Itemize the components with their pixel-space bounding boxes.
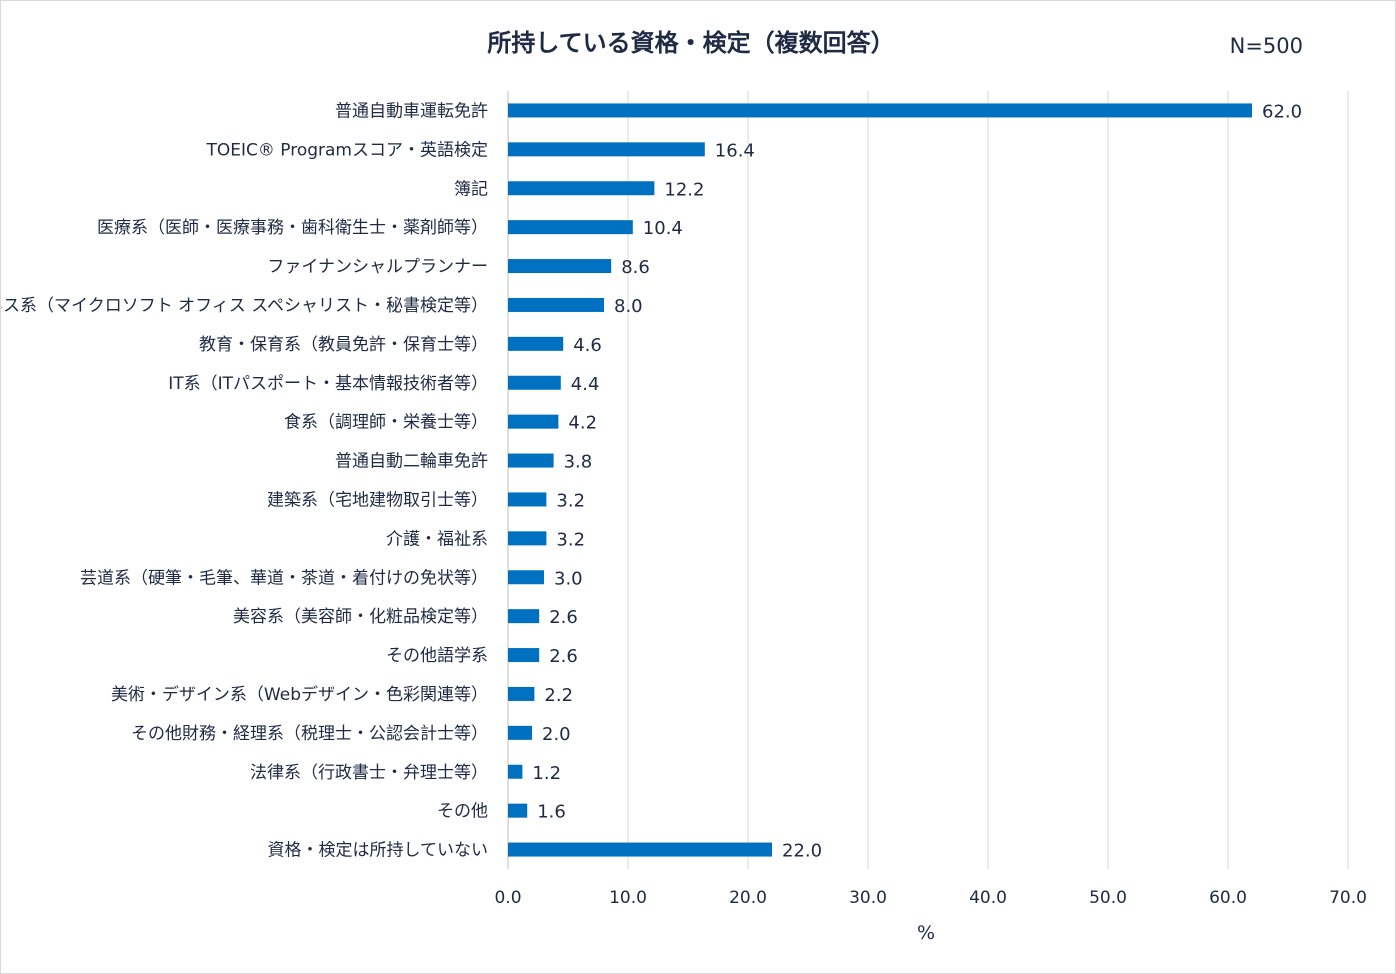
bar [508,297,604,312]
sample-size-note: N=500 [1230,34,1303,58]
category-label: 資格・検定は所持していない [268,841,489,861]
category-label: 美容系（美容師・化粧品検定等） [233,607,488,627]
x-tick-label: 60.0 [1209,888,1247,908]
x-axis-title: % [917,922,935,944]
value-label: 8.6 [621,257,650,278]
category-labels: 普通自動車運転免許 TOEIC® Programスコア・英語検定簿記医療系（医師・… [1,101,488,860]
value-label: 62.0 [1262,101,1302,122]
value-label: 4.2 [568,413,597,434]
x-tick-label: 20.0 [729,888,767,908]
category-label: 建築系（宅地建物取引士等） [267,490,488,510]
category-label: 教育・保育系（教員免許・保育士等） [199,335,488,355]
value-label: 4.6 [573,335,602,356]
category-label: IT系（ITパスポート・基本情報技術者等） [168,374,488,394]
category-label: 簿記 [454,179,488,199]
value-label: 2.0 [542,724,571,745]
category-label: 医療系（医師・医療事務・歯科衛生士・薬剤師等） [97,218,488,238]
value-label: 3.8 [564,452,593,473]
value-label: 4.4 [571,374,600,395]
x-tick-label: 70.0 [1329,888,1367,908]
bar [508,142,705,157]
bar [508,570,544,585]
bar [508,725,532,740]
value-label: 1.2 [532,763,561,784]
category-label: 普通自動二輪車免許 [335,452,488,472]
value-labels: 62.0 16.4 12.2 10.4 8.6 8.0 4.6 4.4 4.2 3.8 3.2 3.2… [532,101,1302,861]
value-label: 2.6 [549,646,578,667]
bar [508,103,1252,118]
value-label: 12.2 [664,179,704,200]
x-tick-label: 40.0 [969,888,1007,908]
chart-title: 所持している資格・検定（複数回答） [487,29,894,57]
x-tick-label: 10.0 [609,888,647,908]
value-label: 1.6 [537,802,566,823]
category-label: ビジネス系（マイクロソフト オフィス スペシャリスト・秘書検定等） [1,296,488,316]
category-label: 芸道系（硬筆・毛筆、華道・茶道・着付けの免状等） [80,568,488,588]
bar [508,181,655,196]
bar [508,803,528,818]
x-tick-label: 30.0 [849,888,887,908]
category-label: その他 [437,802,488,822]
value-label: 2.6 [549,607,578,628]
bar [508,453,554,468]
value-label: 22.0 [782,841,822,862]
bar [508,764,523,779]
category-label: 普通自動車運転免許 [335,101,488,121]
bar [508,492,547,507]
category-label: ファイナンシャルプランナー [267,257,488,277]
x-tick-label: 0.0 [494,888,521,908]
value-label: 16.4 [715,140,755,161]
x-tick-label: 50.0 [1089,888,1127,908]
bar [508,336,564,351]
bar [508,414,559,429]
value-label: 8.0 [614,296,643,317]
bar [508,259,612,274]
value-label: 10.4 [643,218,683,239]
category-label: 法律系（行政書士・弁理士等） [250,763,488,783]
x-tick-labels: 0.0 10.0 20.0 30.0 40.0 50.0 60.0 70.0 [494,888,1366,908]
bar [508,686,535,701]
value-label: 2.2 [544,685,573,706]
category-label: その他語学系 [386,646,488,666]
gridlines [507,91,1349,869]
bar [508,220,633,235]
bar [508,842,772,857]
value-label: 3.2 [556,490,585,511]
category-label: その他財務・経理系（税理士・公認会計士等） [131,724,488,744]
category-label: 介護・福祉系 [386,529,488,549]
bar [508,609,540,624]
category-label: TOEIC® Programスコア・英語検定 [205,140,488,160]
value-label: 3.2 [556,529,585,550]
bars [508,103,1252,857]
bar [508,531,547,546]
value-label: 3.0 [554,568,583,589]
bar [508,648,540,663]
bar [508,375,561,390]
category-label: 食系（調理師・栄養士等） [284,413,488,433]
category-label: 美術・デザイン系（Webデザイン・色彩関連等） [111,684,488,705]
